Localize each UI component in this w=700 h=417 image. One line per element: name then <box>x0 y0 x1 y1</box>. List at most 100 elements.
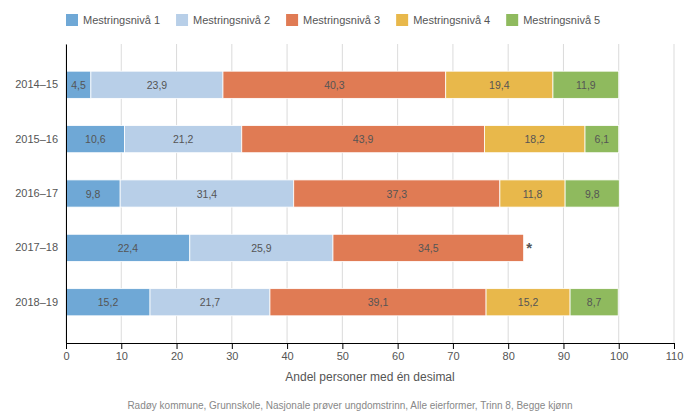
data-label: 31,4 <box>197 188 218 200</box>
legend-swatch <box>66 14 78 26</box>
data-label: 19,4 <box>489 79 510 91</box>
bar <box>270 289 486 316</box>
bar <box>190 234 333 261</box>
x-tick-label: 30 <box>226 350 238 362</box>
x-tick: 60 <box>392 343 404 362</box>
x-tick-label: 40 <box>281 350 293 362</box>
x-tick-label: 10 <box>116 350 128 362</box>
legend-item: Mestringsnivå 1 <box>66 14 160 26</box>
x-tick-mark <box>398 343 399 349</box>
x-tick-label: 60 <box>392 350 404 362</box>
x-tick-mark <box>453 343 454 349</box>
grid <box>66 44 674 343</box>
x-tick-mark <box>66 343 67 349</box>
bar <box>500 180 565 207</box>
x-tick: 80 <box>503 343 515 362</box>
bar <box>585 126 619 153</box>
bar <box>242 126 485 153</box>
y-tick: 2017–18 <box>15 241 66 253</box>
legend-label: Mestringsnivå 4 <box>413 14 490 26</box>
y-tick-label: 2015–16 <box>15 133 58 145</box>
y-tick-label: 2014–15 <box>15 78 58 90</box>
y-tick-label: 2018–19 <box>15 296 58 308</box>
x-tick-label: 100 <box>610 350 628 362</box>
x-tick-label: 0 <box>63 350 69 362</box>
bar <box>484 126 585 153</box>
x-tick-label: 80 <box>503 350 515 362</box>
y-axis-line <box>66 45 67 344</box>
data-label: 34,5 <box>418 242 439 254</box>
y-tick: 2014–15 <box>15 78 66 90</box>
bar <box>125 126 242 153</box>
annotation: * <box>526 239 532 256</box>
data-label: 15,2 <box>518 296 539 308</box>
legend-swatch <box>396 14 408 26</box>
bars <box>66 71 619 316</box>
footnote: Radøy kommune, Grunnskole, Nasjonale prø… <box>127 400 572 411</box>
legend-label: Mestringsnivå 2 <box>193 14 270 26</box>
bar <box>446 71 553 98</box>
legend-label: Mestringsnivå 5 <box>523 14 600 26</box>
data-label: 43,9 <box>353 133 374 145</box>
data-label: 21,2 <box>173 133 194 145</box>
data-label: 4,5 <box>71 79 86 91</box>
legend-label: Mestringsnivå 1 <box>83 14 160 26</box>
legend-swatch <box>176 14 188 26</box>
bar <box>66 234 190 261</box>
bar <box>66 126 125 153</box>
x-tick-label: 90 <box>558 350 570 362</box>
data-label: 23,9 <box>147 79 168 91</box>
x-tick: 20 <box>171 343 183 362</box>
data-label: 9,8 <box>585 188 600 200</box>
data-label: 22,4 <box>118 242 139 254</box>
bar <box>294 180 500 207</box>
x-tick: 30 <box>226 343 238 362</box>
data-label: 15,2 <box>98 296 119 308</box>
x-tick-mark <box>342 343 343 349</box>
x-tick-mark <box>563 343 564 349</box>
x-tick: 50 <box>337 343 349 362</box>
data-label: 25,9 <box>251 242 272 254</box>
x-tick-label: 20 <box>171 350 183 362</box>
bar <box>565 180 619 207</box>
grid-line <box>66 44 67 343</box>
x-tick: 10 <box>116 343 128 362</box>
x-tick: 70 <box>447 343 459 362</box>
data-label: 11,9 <box>576 79 596 91</box>
data-label: 18,2 <box>524 133 545 145</box>
bar <box>223 71 446 98</box>
x-axis: 0 10 20 30 40 50 60 70 80 90 100 110 <box>63 343 683 362</box>
x-tick: 0 <box>63 343 69 362</box>
bar <box>66 180 120 207</box>
data-labels: 4,523,940,319,411,910,621,243,918,26,19,… <box>71 79 609 308</box>
x-tick-label: 50 <box>337 350 349 362</box>
x-tick-label: 110 <box>666 350 684 362</box>
x-tick-mark <box>232 343 233 349</box>
data-label: 37,3 <box>387 188 408 200</box>
bar <box>91 71 223 98</box>
y-tick: 2015–16 <box>15 133 66 145</box>
legend-item: Mestringsnivå 2 <box>176 14 270 26</box>
x-tick: 100 <box>610 343 628 362</box>
legend-item: Mestringsnivå 4 <box>396 14 490 26</box>
data-label: 6,1 <box>595 133 610 145</box>
bar <box>66 289 150 316</box>
x-tick-mark <box>287 343 288 349</box>
data-label: 39,1 <box>368 296 389 308</box>
legend: Mestringsnivå 1 Mestringsnivå 2 Mestringsn… <box>66 14 600 26</box>
y-tick: 2018–19 <box>15 296 66 308</box>
x-axis-title: Andel personer med én desimal <box>285 370 454 384</box>
data-label: 40,3 <box>324 79 345 91</box>
chart: 4,523,940,319,411,910,621,243,918,26,19,… <box>0 0 700 417</box>
data-label: 9,8 <box>86 188 101 200</box>
x-tick-mark <box>619 343 620 349</box>
x-tick-label: 70 <box>447 350 459 362</box>
legend-item: Mestringsnivå 3 <box>286 14 380 26</box>
legend-item: Mestringsnivå 5 <box>506 14 600 26</box>
x-axis-line <box>67 343 675 344</box>
data-label: 8,7 <box>587 296 602 308</box>
bar <box>486 289 570 316</box>
legend-label: Mestringsnivå 3 <box>303 14 380 26</box>
x-tick: 110 <box>666 343 684 362</box>
y-tick: 2016–17 <box>15 187 66 199</box>
